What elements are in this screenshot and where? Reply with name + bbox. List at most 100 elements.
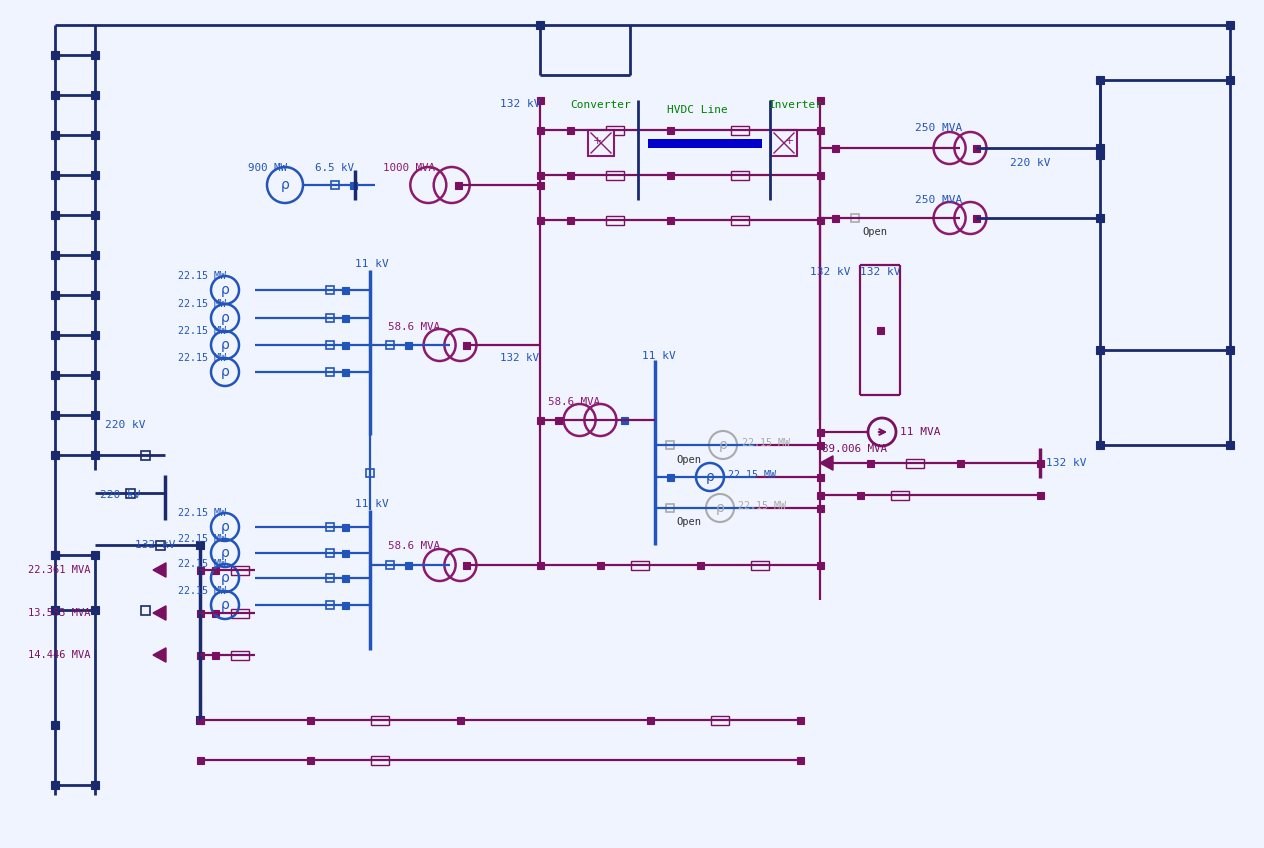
Text: ρ: ρ	[705, 470, 714, 484]
Bar	[367, 469, 374, 477]
Bar	[566, 216, 574, 224]
Text: 11 MVA: 11 MVA	[900, 427, 940, 437]
Bar	[372, 756, 389, 765]
Text: 11 kV: 11 kV	[355, 499, 389, 509]
Bar	[666, 171, 674, 178]
Text: 132 kV: 132 kV	[860, 267, 900, 277]
Bar	[196, 756, 204, 763]
Bar	[1096, 151, 1103, 159]
Bar	[666, 441, 674, 449]
Bar	[631, 561, 648, 570]
Bar	[796, 756, 804, 763]
Text: Converter: Converter	[570, 100, 631, 110]
Bar	[51, 411, 59, 419]
Text: 132 kV: 132 kV	[135, 540, 176, 550]
Bar	[817, 171, 824, 178]
Bar	[51, 211, 59, 219]
Bar	[341, 287, 349, 293]
Text: 22.15 MW: 22.15 MW	[178, 508, 226, 518]
Bar	[404, 561, 412, 568]
Bar	[817, 442, 824, 449]
Bar	[51, 451, 59, 459]
Bar	[1226, 346, 1234, 354]
Bar	[331, 181, 339, 189]
Text: 22.15 MW: 22.15 MW	[728, 470, 776, 480]
Text: 11 kV: 11 kV	[642, 351, 676, 361]
Text: Open: Open	[862, 227, 887, 237]
Text: ρ: ρ	[220, 365, 230, 379]
Bar	[231, 650, 249, 660]
Bar	[456, 717, 464, 723]
Bar	[832, 144, 838, 152]
Bar	[140, 605, 149, 615]
Bar	[404, 342, 412, 349]
Bar	[231, 609, 249, 617]
Text: 220 kV: 220 kV	[1010, 158, 1050, 168]
Bar	[51, 291, 59, 299]
Bar	[666, 504, 674, 512]
Bar	[646, 717, 653, 723]
Bar	[91, 131, 99, 139]
Bar	[817, 473, 824, 481]
Text: ρ: ρ	[220, 338, 230, 352]
Text: Inverter: Inverter	[769, 100, 823, 110]
Bar	[51, 331, 59, 339]
Text: ρ: ρ	[220, 283, 230, 297]
Bar	[817, 492, 824, 499]
Bar	[455, 181, 461, 188]
Text: ρ: ρ	[220, 546, 230, 560]
Bar	[91, 451, 99, 459]
Text: 22.361 MVA: 22.361 MVA	[28, 565, 91, 575]
Bar	[536, 561, 544, 568]
Bar	[51, 131, 59, 139]
Bar	[817, 126, 824, 133]
Bar	[341, 369, 349, 376]
Bar	[211, 651, 219, 659]
Bar	[386, 341, 394, 349]
Bar	[906, 459, 924, 467]
Bar	[341, 315, 349, 321]
Text: 1000 MVA: 1000 MVA	[383, 163, 435, 173]
Bar	[1096, 144, 1103, 152]
Bar	[350, 181, 356, 188]
Bar	[326, 549, 334, 557]
Bar	[306, 756, 313, 763]
Text: 250 MVA: 250 MVA	[915, 123, 962, 133]
Bar	[211, 610, 219, 616]
Bar	[817, 97, 824, 103]
Bar	[796, 717, 804, 723]
Bar	[51, 781, 59, 789]
Text: 22.15 MW: 22.15 MW	[178, 353, 226, 363]
Bar	[972, 144, 980, 152]
Bar	[536, 21, 544, 29]
Bar	[972, 215, 980, 221]
Text: 22.15 MW: 22.15 MW	[178, 326, 226, 336]
Bar	[91, 211, 99, 219]
Bar	[605, 170, 624, 180]
Bar	[1036, 492, 1044, 499]
Text: 58.6 MVA: 58.6 MVA	[549, 397, 600, 407]
Bar	[605, 126, 624, 135]
Bar	[751, 561, 769, 570]
Text: ρ: ρ	[718, 438, 728, 452]
Bar	[605, 215, 624, 225]
Text: 132 kV: 132 kV	[810, 267, 851, 277]
Bar	[536, 181, 544, 188]
Bar	[91, 51, 99, 59]
Bar	[341, 523, 349, 531]
Bar	[817, 561, 824, 568]
Bar	[196, 566, 204, 573]
Bar	[326, 368, 334, 376]
Bar	[536, 126, 544, 133]
Bar	[566, 171, 574, 178]
Bar	[536, 416, 544, 423]
Bar	[91, 606, 99, 614]
Text: 11 kV: 11 kV	[355, 259, 389, 269]
Text: 22.15 MW: 22.15 MW	[742, 438, 790, 448]
Text: 22.15 MW: 22.15 MW	[178, 534, 226, 544]
Bar	[91, 411, 99, 419]
Text: +: +	[593, 136, 602, 146]
Bar	[306, 717, 313, 723]
Bar	[91, 291, 99, 299]
Bar	[731, 170, 750, 180]
